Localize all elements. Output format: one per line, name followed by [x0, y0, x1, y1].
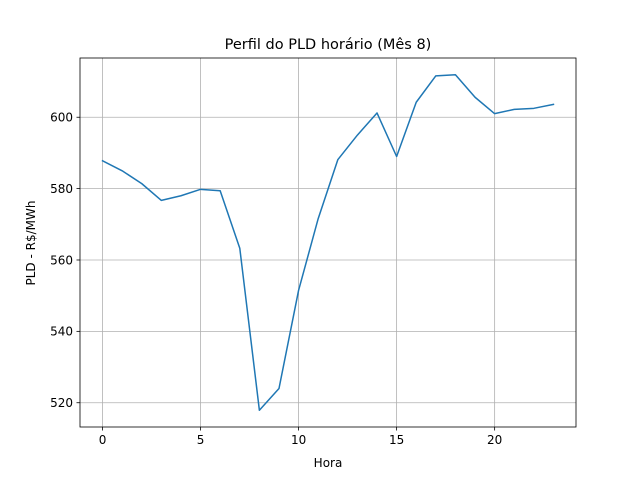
- x-axis-label: Hora: [314, 456, 343, 470]
- x-tick-label: 10: [291, 433, 306, 447]
- series-line: [101, 74, 555, 411]
- chart-title: Perfil do PLD horário (Mês 8): [225, 37, 432, 53]
- x-tick-label: 15: [389, 433, 404, 447]
- y-axis-label: PLD - R$/MWh: [24, 201, 38, 286]
- y-tick-label: 540: [50, 325, 73, 339]
- grid: [80, 58, 576, 427]
- y-tick-label: 600: [50, 111, 73, 125]
- x-axis-ticks: 0 5 10 15 20: [99, 427, 502, 447]
- y-tick-label: 560: [50, 253, 73, 267]
- y-tick-label: 580: [50, 182, 73, 196]
- x-tick-label: 5: [197, 433, 205, 447]
- y-tick-label: 520: [50, 396, 73, 410]
- plot-area: [80, 58, 576, 427]
- plot-frame: [79, 57, 577, 428]
- x-tick-label: 0: [99, 433, 107, 447]
- x-tick-label: 20: [487, 433, 502, 447]
- series-group: [101, 74, 555, 411]
- y-axis-ticks: 520 540 560 580 600: [50, 111, 80, 410]
